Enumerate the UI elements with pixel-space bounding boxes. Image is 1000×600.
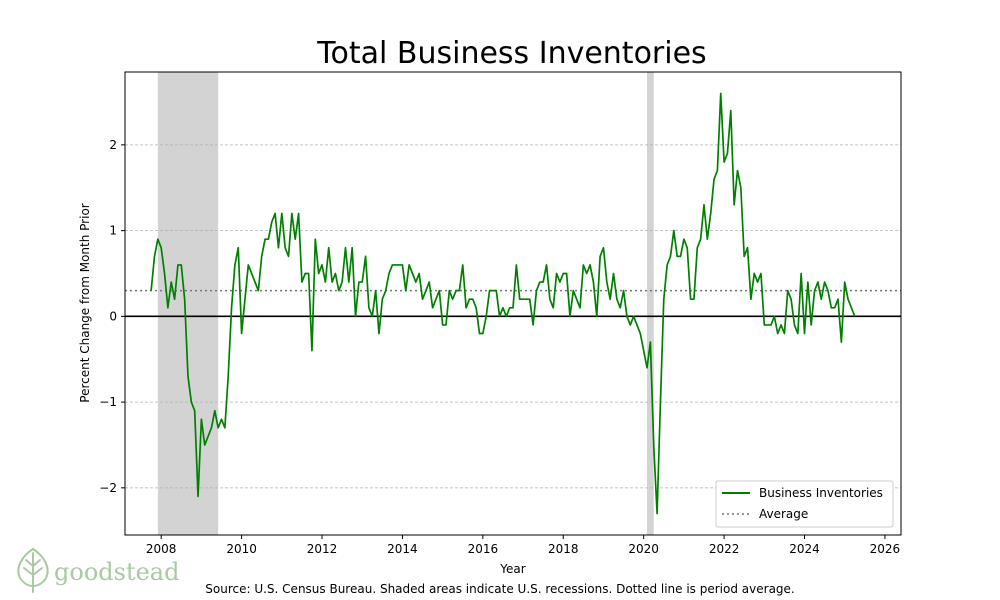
plot-frame: [124, 71, 902, 536]
x-axis-label: Year: [499, 562, 525, 576]
source-note: Source: U.S. Census Bureau. Shaded areas…: [205, 582, 794, 596]
y-tick-label: −1: [99, 395, 117, 409]
y-tick-label: 2: [109, 138, 117, 152]
legend-box: [715, 480, 894, 528]
x-tick-label: 2026: [870, 542, 901, 556]
x-tick-label: 2022: [709, 542, 740, 556]
chart-title: Total Business Inventories: [316, 36, 706, 71]
y-tick-label: −2: [99, 481, 117, 495]
brand-name: goodstead: [54, 558, 179, 586]
legend: Business Inventories Average: [715, 480, 894, 528]
plot-area: −2 −1 0 1 2 2008 2010 2012 2014 2016 2018 2020 2022 2…: [99, 72, 901, 556]
y-tick-label: 1: [109, 224, 117, 238]
x-tick-label: 2024: [789, 542, 820, 556]
x-tick-label: 2016: [468, 542, 499, 556]
x-tick-label: 2018: [548, 542, 579, 556]
tree-icon: [17, 547, 49, 593]
brand-logo: goodstead: [17, 547, 179, 593]
x-tick-label: 2014: [387, 542, 418, 556]
legend-average-label: Average: [759, 507, 808, 521]
y-axis-label: Percent Change from Month Prior: [78, 203, 92, 403]
x-tick-label: 2020: [628, 542, 659, 556]
legend-series-label: Business Inventories: [759, 486, 883, 500]
recession-band-1: [647, 72, 654, 535]
series-line-0: [150, 92, 856, 515]
y-tick-label: 0: [109, 309, 117, 323]
x-tick-label: 2012: [307, 542, 338, 556]
x-tick-label: 2010: [226, 542, 257, 556]
x-tick-label: 2008: [146, 542, 177, 556]
